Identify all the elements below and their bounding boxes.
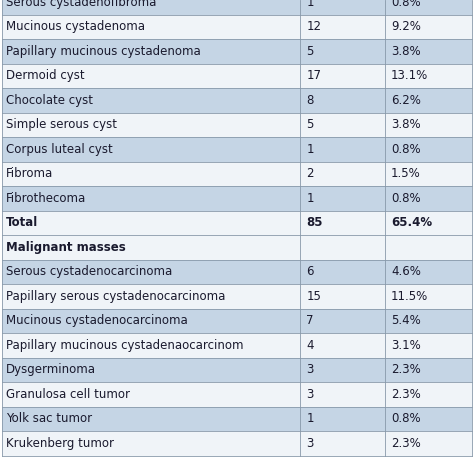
Text: 1: 1 xyxy=(307,412,314,425)
Bar xyxy=(2,309,472,333)
Text: Fibroma: Fibroma xyxy=(6,167,53,180)
Text: 12: 12 xyxy=(307,20,321,33)
Bar xyxy=(2,137,472,162)
Text: 2.3%: 2.3% xyxy=(391,388,421,401)
Text: Krukenberg tumor: Krukenberg tumor xyxy=(6,437,114,450)
Text: 9.2%: 9.2% xyxy=(391,20,421,33)
Text: 85: 85 xyxy=(307,216,323,229)
Text: Yolk sac tumor: Yolk sac tumor xyxy=(6,412,92,425)
Bar xyxy=(2,88,472,112)
Text: 2.3%: 2.3% xyxy=(391,363,421,376)
Bar xyxy=(2,382,472,407)
Bar xyxy=(2,235,472,259)
Text: Serous cystadenofibroma: Serous cystadenofibroma xyxy=(6,0,156,9)
Text: 1: 1 xyxy=(307,143,314,156)
Text: 65.4%: 65.4% xyxy=(391,216,432,229)
Text: 5: 5 xyxy=(307,118,314,131)
Text: Total: Total xyxy=(6,216,38,229)
Bar xyxy=(2,112,472,137)
Text: 5: 5 xyxy=(307,45,314,58)
Bar xyxy=(2,284,472,309)
Text: 1: 1 xyxy=(307,192,314,205)
Text: Corpus luteal cyst: Corpus luteal cyst xyxy=(6,143,113,156)
Text: 6.2%: 6.2% xyxy=(391,94,421,107)
Text: Granulosa cell tumor: Granulosa cell tumor xyxy=(6,388,130,401)
Text: 17: 17 xyxy=(307,69,321,82)
Text: 0.8%: 0.8% xyxy=(391,0,420,9)
Bar xyxy=(2,186,472,210)
Text: 3: 3 xyxy=(307,363,314,376)
Bar xyxy=(2,407,472,431)
Bar xyxy=(2,431,472,456)
Text: Mucinous cystadenocarcinoma: Mucinous cystadenocarcinoma xyxy=(6,314,188,327)
Text: 5.4%: 5.4% xyxy=(391,314,421,327)
Text: 0.8%: 0.8% xyxy=(391,192,420,205)
Text: 3.8%: 3.8% xyxy=(391,45,420,58)
Bar xyxy=(2,15,472,39)
Text: Papillary mucinous cystadenaocarcinom: Papillary mucinous cystadenaocarcinom xyxy=(6,339,244,352)
Text: 4: 4 xyxy=(307,339,314,352)
Text: 15: 15 xyxy=(307,290,321,303)
Bar xyxy=(2,357,472,382)
Text: Dysgerminoma: Dysgerminoma xyxy=(6,363,96,376)
Text: Papillary mucinous cystadenoma: Papillary mucinous cystadenoma xyxy=(6,45,201,58)
Text: 0.8%: 0.8% xyxy=(391,412,420,425)
Text: 6: 6 xyxy=(307,265,314,278)
Bar xyxy=(2,64,472,88)
Text: 3: 3 xyxy=(307,388,314,401)
Text: 1: 1 xyxy=(307,0,314,9)
Bar xyxy=(2,0,472,15)
Text: Simple serous cyst: Simple serous cyst xyxy=(6,118,117,131)
Text: Fibrothecoma: Fibrothecoma xyxy=(6,192,86,205)
Bar xyxy=(2,162,472,186)
Bar xyxy=(2,39,472,64)
Text: Chocolate cyst: Chocolate cyst xyxy=(6,94,93,107)
Text: 3.8%: 3.8% xyxy=(391,118,420,131)
Text: 2: 2 xyxy=(307,167,314,180)
Text: 3: 3 xyxy=(307,437,314,450)
Text: 3.1%: 3.1% xyxy=(391,339,421,352)
Text: Papillary serous cystadenocarcinoma: Papillary serous cystadenocarcinoma xyxy=(6,290,225,303)
Bar xyxy=(2,259,472,284)
Text: 11.5%: 11.5% xyxy=(391,290,428,303)
Text: Malignant masses: Malignant masses xyxy=(6,241,126,254)
Text: 0.8%: 0.8% xyxy=(391,143,420,156)
Bar xyxy=(2,333,472,357)
Text: Mucinous cystadenoma: Mucinous cystadenoma xyxy=(6,20,145,33)
Text: 1.5%: 1.5% xyxy=(391,167,421,180)
Text: 2.3%: 2.3% xyxy=(391,437,421,450)
Text: Serous cystadenocarcinoma: Serous cystadenocarcinoma xyxy=(6,265,172,278)
Text: 13.1%: 13.1% xyxy=(391,69,428,82)
Text: 8: 8 xyxy=(307,94,314,107)
Text: Dermoid cyst: Dermoid cyst xyxy=(6,69,85,82)
Text: 7: 7 xyxy=(307,314,314,327)
Bar xyxy=(2,210,472,235)
Text: 4.6%: 4.6% xyxy=(391,265,421,278)
